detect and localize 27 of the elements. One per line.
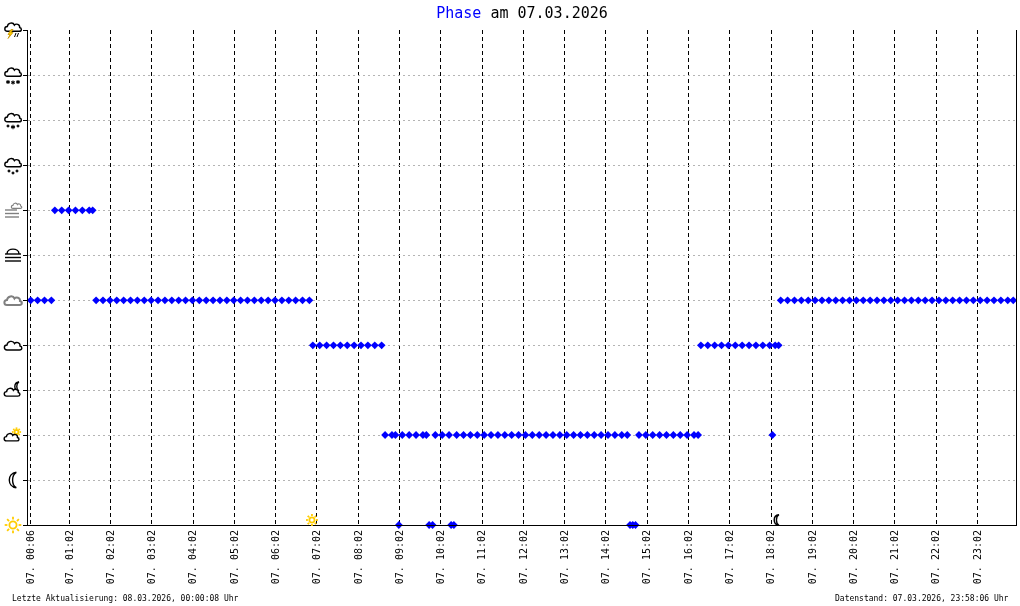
x-tick-label: 07. 01:02 [63, 530, 75, 585]
x-tick-label: 07. 09:02 [393, 530, 405, 585]
x-tick-label: 07. 14:02 [600, 530, 612, 585]
x-tick-label: 07. 19:02 [806, 530, 818, 585]
x-tick-label: 07. 05:02 [228, 530, 240, 585]
x-tick-label: 07. 00:06 [25, 530, 36, 585]
x-tick-label: 07. 16:02 [682, 530, 694, 585]
x-tick-label: 07. 02:02 [104, 530, 116, 585]
x-tick-label: 07. 03:02 [146, 530, 158, 585]
x-tick-label: 07. 13:02 [558, 530, 570, 585]
x-tick-label: 07. 08:02 [352, 530, 364, 585]
x-tick-label: 07. 06:02 [269, 530, 281, 585]
x-tick-label: 07. 22:02 [930, 530, 942, 585]
x-tick-label: 07. 17:02 [724, 530, 736, 585]
x-tick-label: 07. 18:02 [765, 530, 777, 585]
x-tick-label: 07. 12:02 [517, 530, 529, 585]
text: Datenstand: 07.03.2026, 23:58:06 Uhr [835, 594, 1009, 603]
x-tick-label: 07. 23:02 [971, 530, 983, 585]
x-tick-label: 07. 11:02 [476, 530, 488, 585]
x-tick-label: 07. 07:02 [311, 530, 323, 585]
x-tick-label: 07. 10:02 [435, 530, 447, 585]
x-tick-label: 07. 21:02 [889, 530, 901, 585]
x-tick-label: 07. 15:02 [641, 530, 653, 585]
x-tick-label: 07. 20:02 [847, 530, 859, 585]
x-tick-label: 07. 04:02 [187, 530, 199, 585]
chart-title: Phase am 07.03.2026 [436, 4, 608, 23]
text: Letzte Aktualisierung: 08.03.2026, 00:00:08 Uhr [12, 594, 239, 603]
